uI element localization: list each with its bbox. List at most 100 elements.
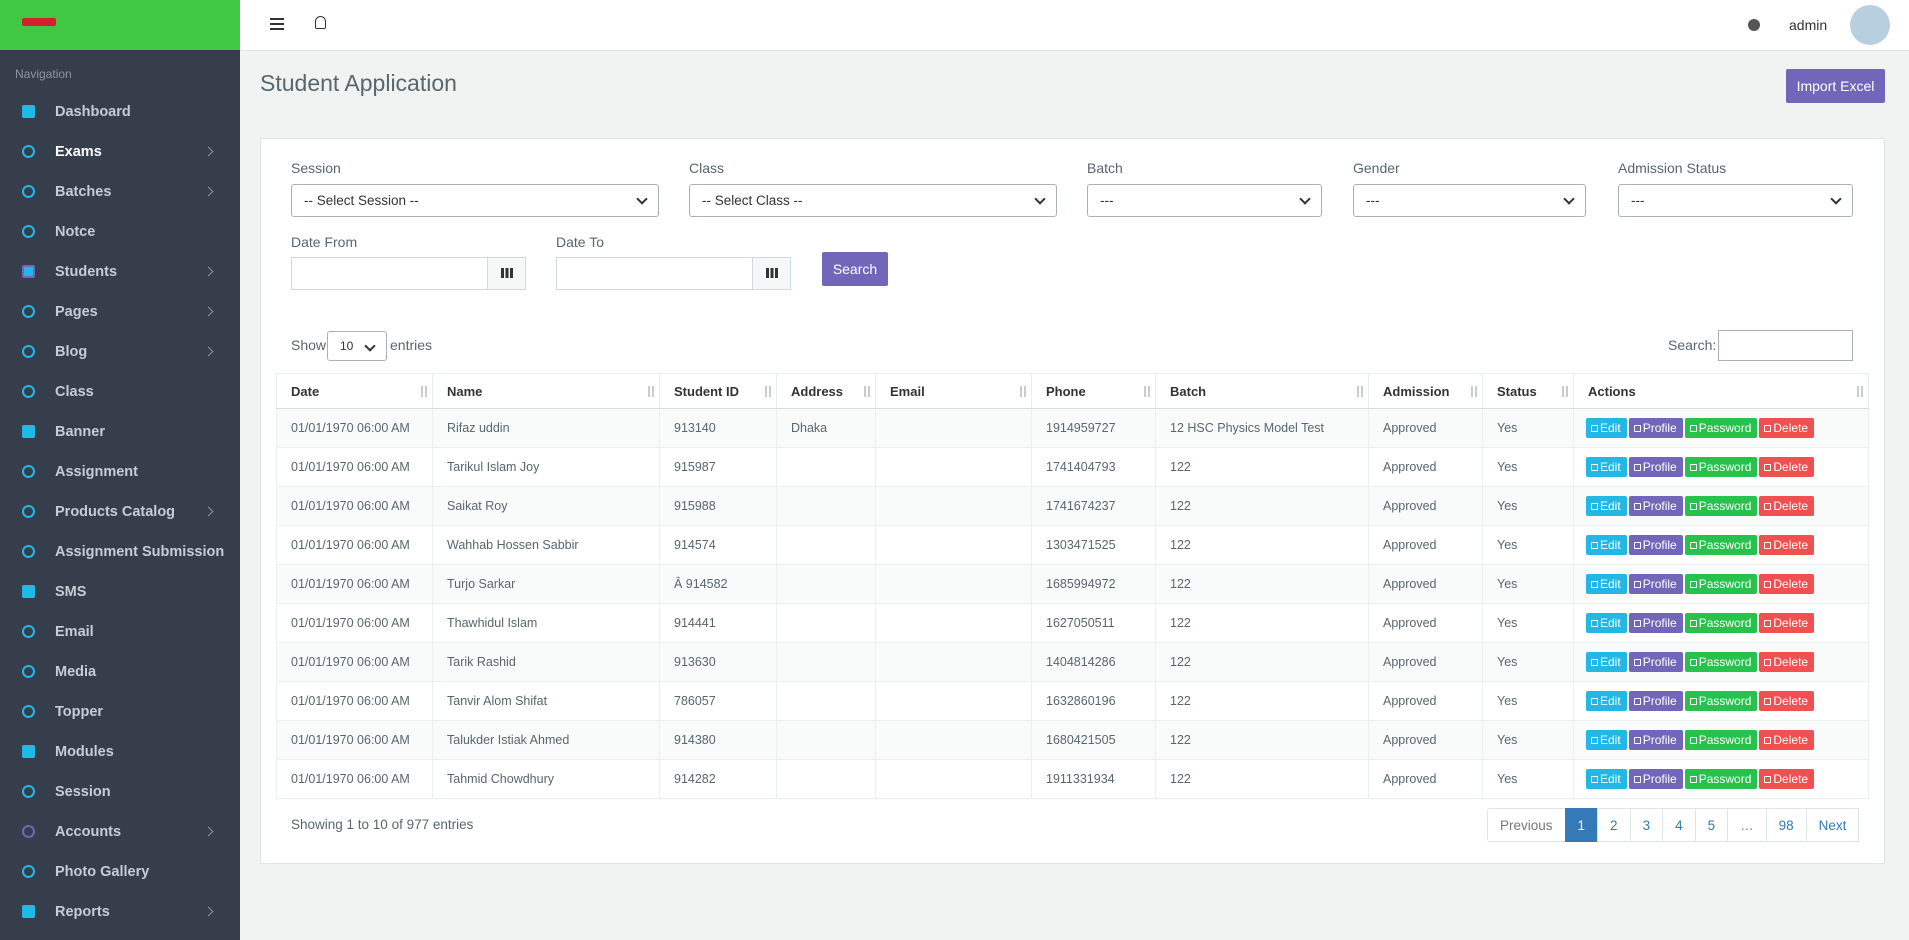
action-button[interactable]: Password <box>1684 613 1758 633</box>
filter-select[interactable]: -- Select Session -- <box>291 184 659 217</box>
filter-select[interactable]: --- <box>1087 184 1322 217</box>
action-button[interactable]: Edit <box>1586 652 1627 672</box>
calendar-button[interactable] <box>487 258 525 289</box>
table-cell: 915987 <box>659 447 777 487</box>
page-link[interactable]: 1 <box>1564 808 1599 842</box>
nav-item[interactable]: Products Catalog <box>0 492 240 532</box>
page-link[interactable]: 5 <box>1694 808 1729 842</box>
action-button[interactable]: Edit <box>1586 574 1627 594</box>
action-button[interactable]: Delete <box>1759 535 1815 555</box>
nav-item[interactable]: Class <box>0 372 240 412</box>
nav-item[interactable]: Batches <box>0 172 240 212</box>
page-link[interactable]: 2 <box>1597 808 1631 842</box>
action-button[interactable]: Profile <box>1628 535 1683 555</box>
action-button[interactable]: Profile <box>1628 730 1683 750</box>
column-header[interactable]: Admission <box>1368 373 1483 409</box>
column-header[interactable]: Date <box>276 373 433 409</box>
action-button[interactable]: Edit <box>1586 730 1627 750</box>
action-button[interactable]: Password <box>1684 457 1758 477</box>
search-input[interactable] <box>1718 330 1853 361</box>
nav-item[interactable]: Assignment <box>0 452 240 492</box>
action-button[interactable]: Delete <box>1759 574 1815 594</box>
action-button[interactable]: Delete <box>1759 652 1815 672</box>
column-header[interactable]: Actions <box>1573 373 1869 409</box>
action-button[interactable]: Password <box>1684 652 1758 672</box>
action-button[interactable]: Delete <box>1759 691 1815 711</box>
nav-item[interactable]: Dashboard <box>0 92 240 132</box>
column-header[interactable]: Status <box>1482 373 1574 409</box>
nav-item[interactable]: SMS <box>0 572 240 612</box>
column-header[interactable]: Student ID <box>659 373 777 409</box>
nav-item[interactable]: Banner <box>0 412 240 452</box>
action-button[interactable]: Edit <box>1586 418 1627 438</box>
logo[interactable] <box>22 18 56 26</box>
nav-item[interactable]: Exams <box>0 132 240 172</box>
nav-item[interactable]: Blog <box>0 332 240 372</box>
menu-toggle[interactable] <box>270 18 284 30</box>
page-link[interactable]: 98 <box>1765 808 1807 842</box>
action-button[interactable]: Delete <box>1759 769 1815 789</box>
action-button[interactable]: Edit <box>1586 496 1627 516</box>
action-button[interactable]: Delete <box>1759 418 1815 438</box>
action-button[interactable]: Profile <box>1628 652 1683 672</box>
action-button[interactable]: Edit <box>1586 691 1627 711</box>
column-header[interactable]: Batch <box>1155 373 1369 409</box>
nav-item[interactable]: Notce <box>0 212 240 252</box>
filter-select[interactable]: --- <box>1618 184 1853 217</box>
action-button[interactable]: Profile <box>1628 496 1683 516</box>
action-button[interactable]: Profile <box>1628 574 1683 594</box>
nav-item[interactable]: Email <box>0 612 240 652</box>
length-select[interactable]: 10 <box>327 331 387 361</box>
action-button[interactable]: Delete <box>1759 496 1815 516</box>
column-header[interactable]: Address <box>776 373 876 409</box>
nav-item[interactable]: Assignment Submission <box>0 532 240 572</box>
search-button[interactable]: Search <box>822 252 888 286</box>
nav-item[interactable]: Photo Gallery <box>0 852 240 892</box>
action-button[interactable]: Edit <box>1586 535 1627 555</box>
page-link[interactable]: 3 <box>1629 808 1664 842</box>
action-button[interactable]: Delete <box>1759 730 1815 750</box>
action-button[interactable]: Edit <box>1586 457 1627 477</box>
action-button[interactable]: Profile <box>1628 691 1683 711</box>
filter-select[interactable]: -- Select Class -- <box>689 184 1057 217</box>
nav-item[interactable]: Media <box>0 652 240 692</box>
nav-item[interactable]: Accounts <box>0 812 240 852</box>
user-icon[interactable] <box>315 16 326 29</box>
action-button[interactable]: Password <box>1684 496 1758 516</box>
calendar-button[interactable] <box>752 258 790 289</box>
date-input[interactable] <box>291 257 526 290</box>
date-input[interactable] <box>556 257 791 290</box>
filter-select[interactable]: --- <box>1353 184 1586 217</box>
globe-icon[interactable] <box>1748 19 1760 31</box>
nav-item[interactable]: Reports <box>0 892 240 932</box>
action-button[interactable]: Delete <box>1759 457 1815 477</box>
action-button[interactable]: Password <box>1684 574 1758 594</box>
page-link[interactable]: Next <box>1805 808 1860 842</box>
action-button[interactable]: Profile <box>1628 769 1683 789</box>
action-button[interactable]: Password <box>1684 535 1758 555</box>
page-link[interactable]: 4 <box>1662 808 1696 842</box>
column-header[interactable]: Email <box>875 373 1032 409</box>
nav-item[interactable]: Session <box>0 772 240 812</box>
nav-item[interactable]: Topper <box>0 692 240 732</box>
action-button[interactable]: Profile <box>1628 418 1683 438</box>
nav-item[interactable]: Modules <box>0 732 240 772</box>
nav-item[interactable]: Students <box>0 252 240 292</box>
action-button[interactable]: Edit <box>1586 769 1627 789</box>
action-button[interactable]: Profile <box>1628 457 1683 477</box>
import-button[interactable]: Import Excel <box>1786 69 1885 103</box>
action-button[interactable]: Password <box>1684 730 1758 750</box>
avatar[interactable] <box>1850 5 1890 45</box>
action-button[interactable]: Delete <box>1759 613 1815 633</box>
column-header[interactable]: Name <box>432 373 660 409</box>
action-button[interactable]: Password <box>1684 769 1758 789</box>
column-header[interactable]: Phone <box>1031 373 1156 409</box>
action-button[interactable]: Password <box>1684 691 1758 711</box>
action-button[interactable]: Edit <box>1586 613 1627 633</box>
action-button[interactable]: Password <box>1684 418 1758 438</box>
page-link[interactable]: … <box>1727 808 1767 842</box>
page-link[interactable]: Previous <box>1487 808 1566 842</box>
user-name[interactable]: admin <box>1789 17 1828 33</box>
nav-item[interactable]: Pages <box>0 292 240 332</box>
action-button[interactable]: Profile <box>1628 613 1683 633</box>
